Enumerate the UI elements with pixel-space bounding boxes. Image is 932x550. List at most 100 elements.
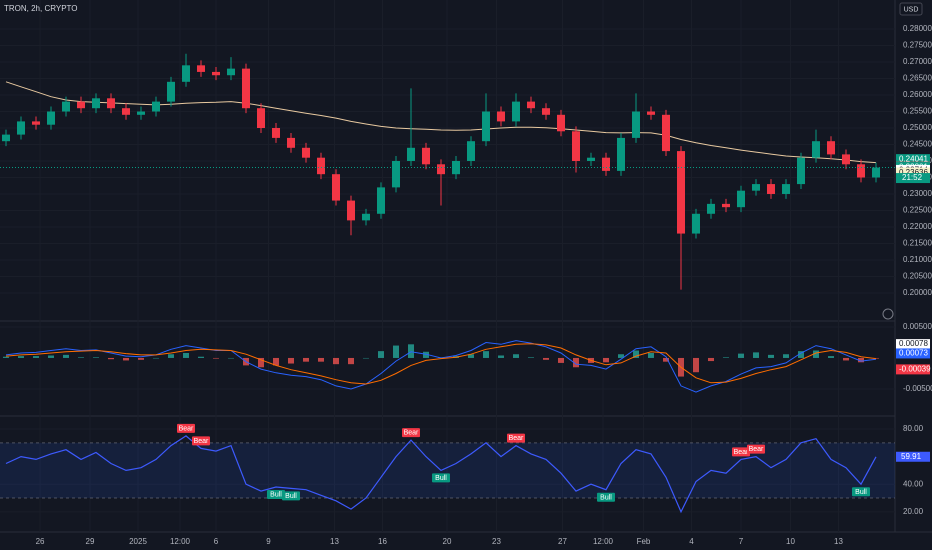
candle-body [557, 114, 565, 132]
macd-line [5, 340, 877, 393]
candle-body [332, 174, 340, 201]
x-tick-label: 23 [492, 537, 501, 546]
rsi-signal-label: Bull [270, 492, 282, 499]
candle-body [2, 134, 10, 142]
candle-body [227, 68, 235, 76]
y-tick-label: -0.00500 [903, 384, 932, 393]
candle-body [122, 108, 130, 115]
candle-body [317, 157, 325, 175]
macd-histogram-bar [93, 357, 99, 358]
price-label-box [896, 167, 930, 179]
candle-body [47, 111, 55, 125]
candle-body [707, 203, 715, 214]
x-tick-label: 27 [558, 537, 567, 546]
candle-body [827, 141, 835, 155]
candle-body [257, 108, 265, 128]
price-label-box [896, 154, 930, 166]
macd-histogram-bar [723, 357, 729, 358]
macd-label-box [896, 348, 930, 359]
moving-average [5, 81, 877, 164]
y-tick-label: 0.26000 [903, 90, 932, 99]
macd-histogram-bar [363, 357, 369, 359]
candle-body [842, 154, 850, 165]
y-tick-label: 0.25000 [903, 123, 932, 132]
rsi-signal-box [192, 436, 210, 446]
macd-histogram-bar [798, 351, 804, 358]
macd-histogram-bar [813, 350, 819, 358]
x-tick-label: 9 [266, 537, 271, 546]
candle-body [107, 98, 115, 109]
macd-histogram-bar [123, 357, 129, 361]
candle-body [572, 131, 580, 161]
macd-histogram-bar [543, 357, 549, 360]
macd-histogram-bar [183, 353, 189, 358]
macd-histogram-bar [138, 357, 144, 360]
candle-body [512, 101, 520, 122]
macd-histogram-bar [858, 357, 864, 363]
macd-histogram-bar [558, 357, 564, 363]
x-tick-label: 6 [214, 537, 219, 546]
macd-histogram-bar [273, 357, 279, 366]
candle-body [737, 190, 745, 208]
candle-body [377, 187, 385, 214]
macd-histogram-bar [573, 357, 579, 368]
candle-body [542, 108, 550, 115]
macd-label: -0.00039 [899, 364, 931, 373]
price-label: 0.23636 [899, 168, 928, 177]
candle-body [407, 147, 415, 161]
candle-body [812, 141, 820, 158]
macd-histogram-bar [78, 357, 84, 358]
macd-histogram-bar [3, 356, 9, 358]
y-tick-label: 40.00 [903, 479, 924, 488]
candle-body [647, 111, 655, 115]
macd-histogram-bar [693, 357, 699, 373]
x-tick-label: 16 [378, 537, 387, 546]
candle-body [182, 65, 190, 82]
candle-body [212, 71, 220, 76]
macd-histogram-bar [228, 357, 234, 359]
candle-body [77, 101, 85, 109]
rsi-signal-label: Bull [285, 493, 297, 500]
rsi-signal-box [507, 433, 525, 443]
macd-histogram-bar [303, 357, 309, 362]
candle-body [272, 128, 280, 138]
x-tick-label: 4 [689, 537, 694, 546]
candle-body [197, 65, 205, 72]
candle-body [137, 111, 145, 115]
candle-body [617, 137, 625, 171]
macd-histogram-bar [33, 356, 39, 358]
candle-body [782, 184, 790, 194]
rsi-signal-label: Bear [179, 425, 194, 432]
x-tick-label: 20 [443, 537, 452, 546]
currency[interactable]: USD [904, 6, 919, 13]
candle-body [632, 111, 640, 138]
candle-body [677, 151, 685, 234]
candle-body [797, 157, 805, 185]
macd-label-box [896, 364, 930, 375]
y-tick-label: 0.22500 [903, 206, 932, 215]
rsi-signal-box [267, 489, 285, 499]
y-tick-label: 0.28000 [903, 24, 932, 33]
x-tick-label: 13 [330, 537, 339, 546]
x-tick-label: Feb [637, 537, 651, 546]
candle-body [62, 101, 70, 112]
candle-body [437, 164, 445, 175]
macd-histogram-bar [393, 345, 399, 358]
candle-body [347, 200, 355, 221]
x-tick-label: 7 [739, 537, 744, 546]
macd-histogram-bar [528, 357, 534, 358]
chart-title: TRON, 2h, CRYPTO [4, 4, 78, 13]
x-tick-label: 12:00 [593, 537, 614, 546]
macd-histogram-bar [348, 357, 354, 365]
candle-body [752, 184, 760, 191]
candle-body [152, 101, 160, 112]
y-tick-label: 20.00 [903, 507, 924, 516]
candle-body [587, 157, 595, 161]
alert-icon[interactable] [882, 308, 894, 320]
macd-histogram-bar [783, 354, 789, 358]
currency-box[interactable] [899, 2, 923, 16]
macd-histogram-bar [318, 357, 324, 362]
macd-histogram-bar [333, 357, 339, 365]
macd-histogram-bar [618, 354, 624, 358]
